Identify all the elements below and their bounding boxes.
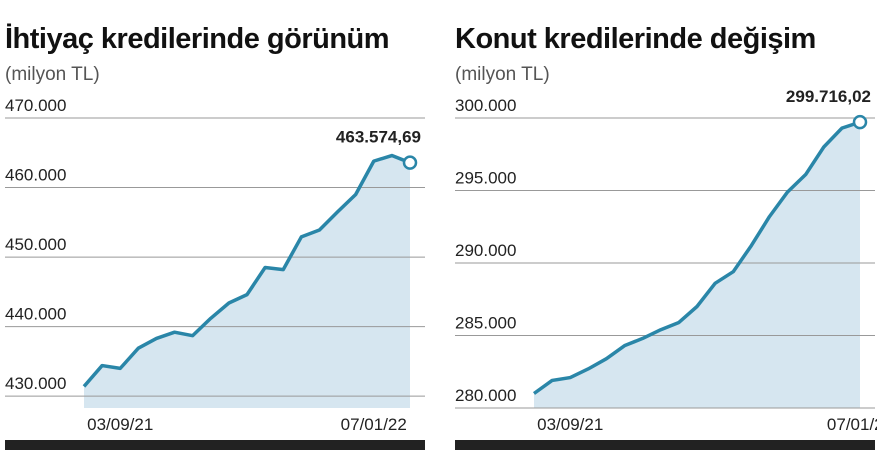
area [84,155,410,408]
area [534,122,860,408]
x-tick-label: 03/09/21 [537,415,603,434]
bottom-bar [455,440,875,450]
y-tick-label: 290.000 [455,241,516,260]
chart-title: İhtiyaç kredilerinde görünüm [5,23,389,55]
value-label: 463.574,69 [336,128,421,147]
value-label: 299.716,02 [786,87,871,106]
chart-title: Konut kredilerinde değişim [455,23,816,55]
y-tick-label: 430.000 [5,374,66,393]
x-tick-label: 07/01/22 [341,415,407,434]
line [532,120,861,395]
y-tick-label: 450.000 [5,235,66,254]
chart-panel: Konut kredilerinde değişim (milyon TL) 280… [455,23,877,450]
line [82,153,411,388]
y-tick-label: 280.000 [455,386,516,405]
x-tick-label: 03/09/21 [87,415,153,434]
end-marker [852,114,868,130]
y-tick-label: 285.000 [455,314,516,333]
x-tick-label: 07/01/22 [827,415,877,434]
chart-subtitle: (milyon TL) [5,64,100,85]
chart-subtitle: (milyon TL) [455,64,550,85]
end-marker [402,155,418,170]
y-tick-label: 300.000 [455,96,516,115]
y-tick-label: 460.000 [5,166,66,185]
chart-panel: İhtiyaç kredilerinde görünüm (milyon TL) 4… [5,23,425,450]
y-tick-label: 295.000 [455,169,516,188]
y-tick-label: 470.000 [5,96,66,115]
bottom-bar [5,440,425,450]
y-tick-label: 440.000 [5,305,66,324]
